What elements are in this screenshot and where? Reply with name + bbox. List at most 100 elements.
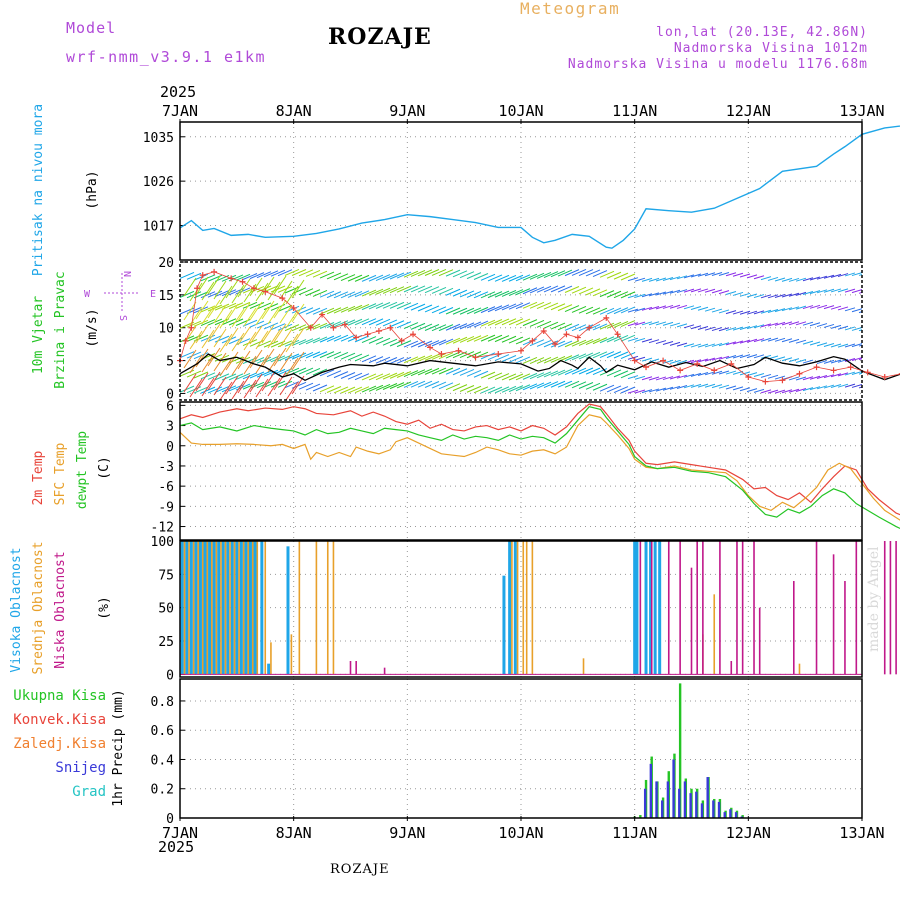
- wind-barb: [237, 374, 251, 394]
- wind-barb: [403, 370, 419, 378]
- wind-barb: [333, 334, 349, 342]
- wind-barb: [403, 285, 419, 293]
- gust-marker: [427, 344, 434, 351]
- wind-barb: [606, 271, 622, 279]
- wind-barb: [417, 368, 433, 376]
- footer-station: ROZAJE: [330, 862, 390, 877]
- mid-cloud-bar: [326, 541, 329, 675]
- panel-temperature: -12 -9 -6 -3 0 3 6: [151, 399, 900, 541]
- pressure-ylabel: Pritisak na nivou mora: [31, 104, 46, 276]
- mid-cloud-bar: [197, 541, 199, 675]
- wind-barb: [592, 289, 608, 297]
- wind-barb: [312, 322, 328, 330]
- wind-barb: [788, 306, 800, 311]
- wind-barb: [578, 269, 594, 276]
- wind-barb: [305, 367, 321, 375]
- wind-barb: [347, 304, 363, 312]
- wind-barb: [396, 371, 412, 378]
- gust-marker: [643, 364, 650, 371]
- wind-barb: [312, 290, 328, 297]
- wind-barb: [585, 338, 601, 345]
- gust-marker: [398, 337, 405, 344]
- wind-barb: [774, 389, 786, 394]
- wind-barb: [774, 337, 786, 342]
- gust-marker: [438, 351, 445, 357]
- wind-barb: [466, 335, 482, 343]
- wind-barb: [585, 382, 601, 390]
- wind-barb: [837, 372, 849, 377]
- wind-barb: [606, 351, 622, 359]
- wind-barb: [732, 340, 744, 345]
- gust-marker: [290, 305, 297, 311]
- wind-barb: [333, 386, 349, 394]
- high-cloud-bar: [194, 541, 198, 675]
- wind-barb: [557, 368, 573, 376]
- low-cloud-bar: [639, 541, 642, 675]
- high-cloud-bar: [203, 541, 207, 675]
- gust-marker: [279, 295, 286, 302]
- wind-barb: [452, 289, 468, 297]
- wind-barb: [396, 356, 412, 364]
- time-tick-top: 8JAN: [276, 102, 312, 120]
- time-tick-top: 9JAN: [389, 102, 425, 120]
- wind-barb: [781, 357, 793, 362]
- wind-barb: [431, 367, 447, 375]
- wind-barb: [319, 290, 335, 298]
- wind-barb: [746, 388, 758, 393]
- wind-barb: [648, 358, 660, 363]
- y-tick-label: 25: [158, 635, 174, 650]
- wind-barb: [697, 326, 709, 331]
- wind-barb: [585, 367, 601, 375]
- wind-barb: [760, 373, 772, 378]
- wind-barb: [648, 306, 660, 310]
- wind-barb: [522, 319, 538, 327]
- mid-cloud-bar: [582, 658, 585, 675]
- wind-barb: [676, 289, 688, 294]
- gust-marker: [250, 285, 257, 292]
- wind-barb: [732, 354, 744, 359]
- wind-barb: [571, 339, 587, 347]
- wind-barb: [816, 342, 828, 347]
- wind-barb: [189, 330, 203, 350]
- wind-barb: [634, 293, 646, 298]
- wind-barb: [669, 276, 681, 281]
- wind-barb: [501, 355, 517, 362]
- wind-barb: [529, 372, 545, 380]
- wind-barb: [536, 271, 552, 279]
- wind-barb: [261, 324, 275, 344]
- wind-barb: [267, 281, 281, 301]
- panel-frame: [179, 540, 863, 678]
- low-cloud-bar: [702, 541, 704, 675]
- wind-barb: [273, 323, 287, 343]
- time-tick-bottom: 11JAN: [612, 824, 657, 842]
- wind-barb: [802, 321, 814, 326]
- wind-barb: [375, 356, 391, 364]
- legend-frz-precip: Zaledj.Kisa: [13, 736, 106, 752]
- wind-barb: [333, 273, 349, 281]
- time-tick-bottom: 9JAN: [389, 824, 425, 842]
- time-tick-bottom: 10JAN: [498, 824, 543, 842]
- wind-barb: [690, 383, 702, 388]
- y-tick-label: -9: [158, 500, 174, 515]
- wind-barb: [389, 286, 405, 294]
- wind-barb: [333, 351, 349, 359]
- wind-barb: [697, 288, 709, 293]
- mid-cloud-bar: [264, 541, 267, 675]
- wind-barb: [739, 326, 751, 330]
- wind-barb: [634, 356, 646, 361]
- gust-marker: [194, 285, 201, 292]
- wind-barbs: [180, 268, 862, 400]
- high-cloud-bar: [644, 541, 648, 675]
- wind-barb: [746, 325, 758, 330]
- wind-barb: [263, 356, 279, 364]
- wind-barb: [501, 335, 517, 343]
- wind-barb: [261, 348, 275, 368]
- wind-barb: [459, 322, 475, 330]
- wind-barb: [195, 324, 209, 344]
- wind-barb: [424, 381, 440, 388]
- wind-barb: [501, 274, 517, 282]
- y-tick-label: 75: [158, 568, 174, 583]
- wind-barb: [795, 305, 807, 310]
- wind-barb: [655, 340, 667, 345]
- low-cloud-bar: [815, 541, 818, 675]
